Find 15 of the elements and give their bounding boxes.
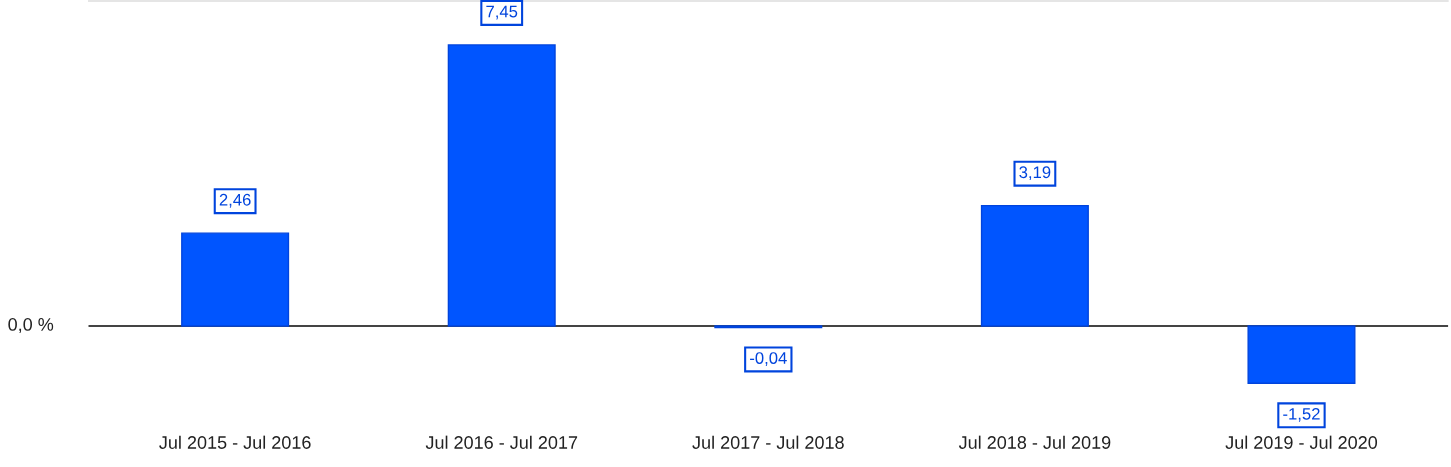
x-tick-label: Jul 2016 - Jul 2017 [425, 435, 578, 449]
bar [181, 232, 290, 327]
bar [980, 204, 1089, 327]
bar [447, 44, 556, 327]
data-label: -0,04 [750, 352, 787, 366]
x-tick-label: Jul 2019 - Jul 2020 [1225, 435, 1378, 449]
x-tick-label: Jul 2015 - Jul 2016 [159, 435, 311, 449]
data-label: 7,45 [486, 5, 518, 20]
x-tick-label: Jul 2018 - Jul 2019 [958, 435, 1111, 449]
x-tick-label: Jul 2017 - Jul 2018 [692, 435, 844, 449]
data-label: 3,19 [1019, 166, 1051, 181]
data-label: -1,52 [1283, 407, 1320, 422]
data-label: 2,46 [219, 193, 251, 208]
bar [1247, 325, 1356, 385]
ref-line-label: 0,0 % [8, 318, 54, 333]
